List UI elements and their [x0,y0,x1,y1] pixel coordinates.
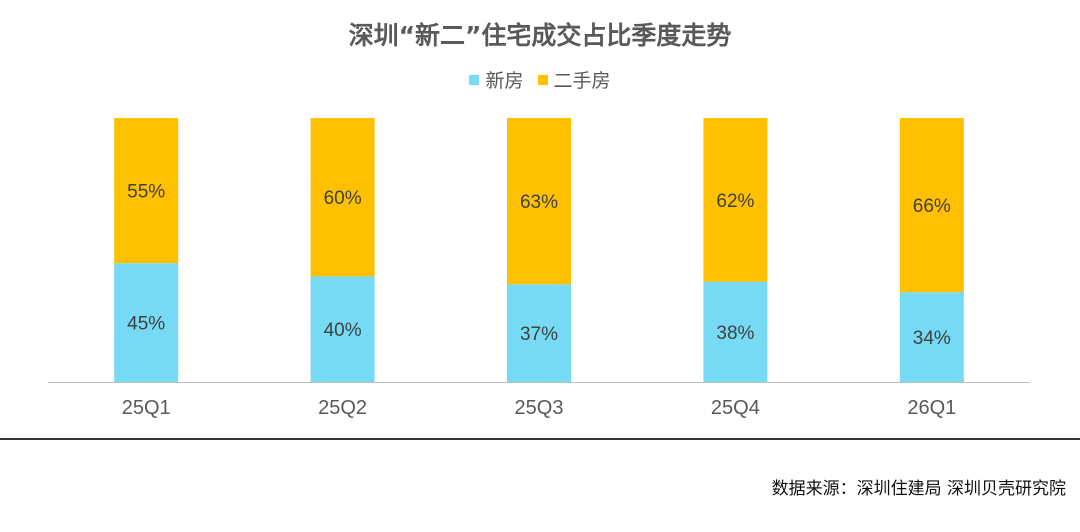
data-label-second-25Q1: 55% [127,182,165,203]
x-tick-label-25Q2: 25Q2 [318,397,367,419]
legend-swatch-second [537,74,548,85]
data-label-new-25Q4: 38% [716,323,754,344]
x-tick-label-25Q4: 25Q4 [711,397,760,419]
data-label-new-25Q1: 45% [127,314,165,335]
bar-second-26Q1 [899,118,964,293]
x-tick-label-25Q3: 25Q3 [515,397,564,419]
legend-swatch-new [469,74,480,85]
legend-label-new: 新房 [485,70,524,92]
legend-item-new: 新房 [469,66,524,93]
data-label-second-26Q1: 66% [913,196,951,217]
bar-new-26Q1 [899,292,964,382]
data-label-second-25Q3: 63% [520,192,558,213]
x-tick-label-25Q1: 25Q1 [122,397,171,419]
divider [0,438,1080,440]
data-label-second-25Q4: 62% [716,191,754,212]
legend-label-second: 二手房 [553,70,611,92]
legend-item-second: 二手房 [537,66,611,93]
bar-second-25Q1 [114,118,179,264]
stacked-bar-chart: 45% 55% 25Q1 40% 60% 25Q2 37% 63% 25Q3 38% 62% 25Q4… [48,118,1030,419]
x-tick-label-26Q1: 26Q1 [907,397,956,419]
bar-new-25Q3 [507,284,571,382]
data-label-new-25Q2: 40% [324,320,362,341]
bar-second-25Q2 [310,118,375,277]
source-note: 数据来源：深圳住建局 深圳贝壳研究院 [771,479,1066,499]
bar-second-25Q3 [507,118,571,285]
chart-legend: 新房 二手房 [0,66,1080,93]
chart-title: 深圳“新二”住宅成交占比季度走势 [348,21,732,50]
bar-second-25Q4 [703,118,768,282]
data-label-new-26Q1: 34% [913,328,951,349]
bar-new-25Q4 [703,281,768,382]
data-label-new-25Q3: 37% [520,324,558,345]
bar-new-25Q1 [114,263,179,382]
bar-new-25Q2 [310,276,375,382]
data-label-second-25Q2: 60% [324,188,362,209]
